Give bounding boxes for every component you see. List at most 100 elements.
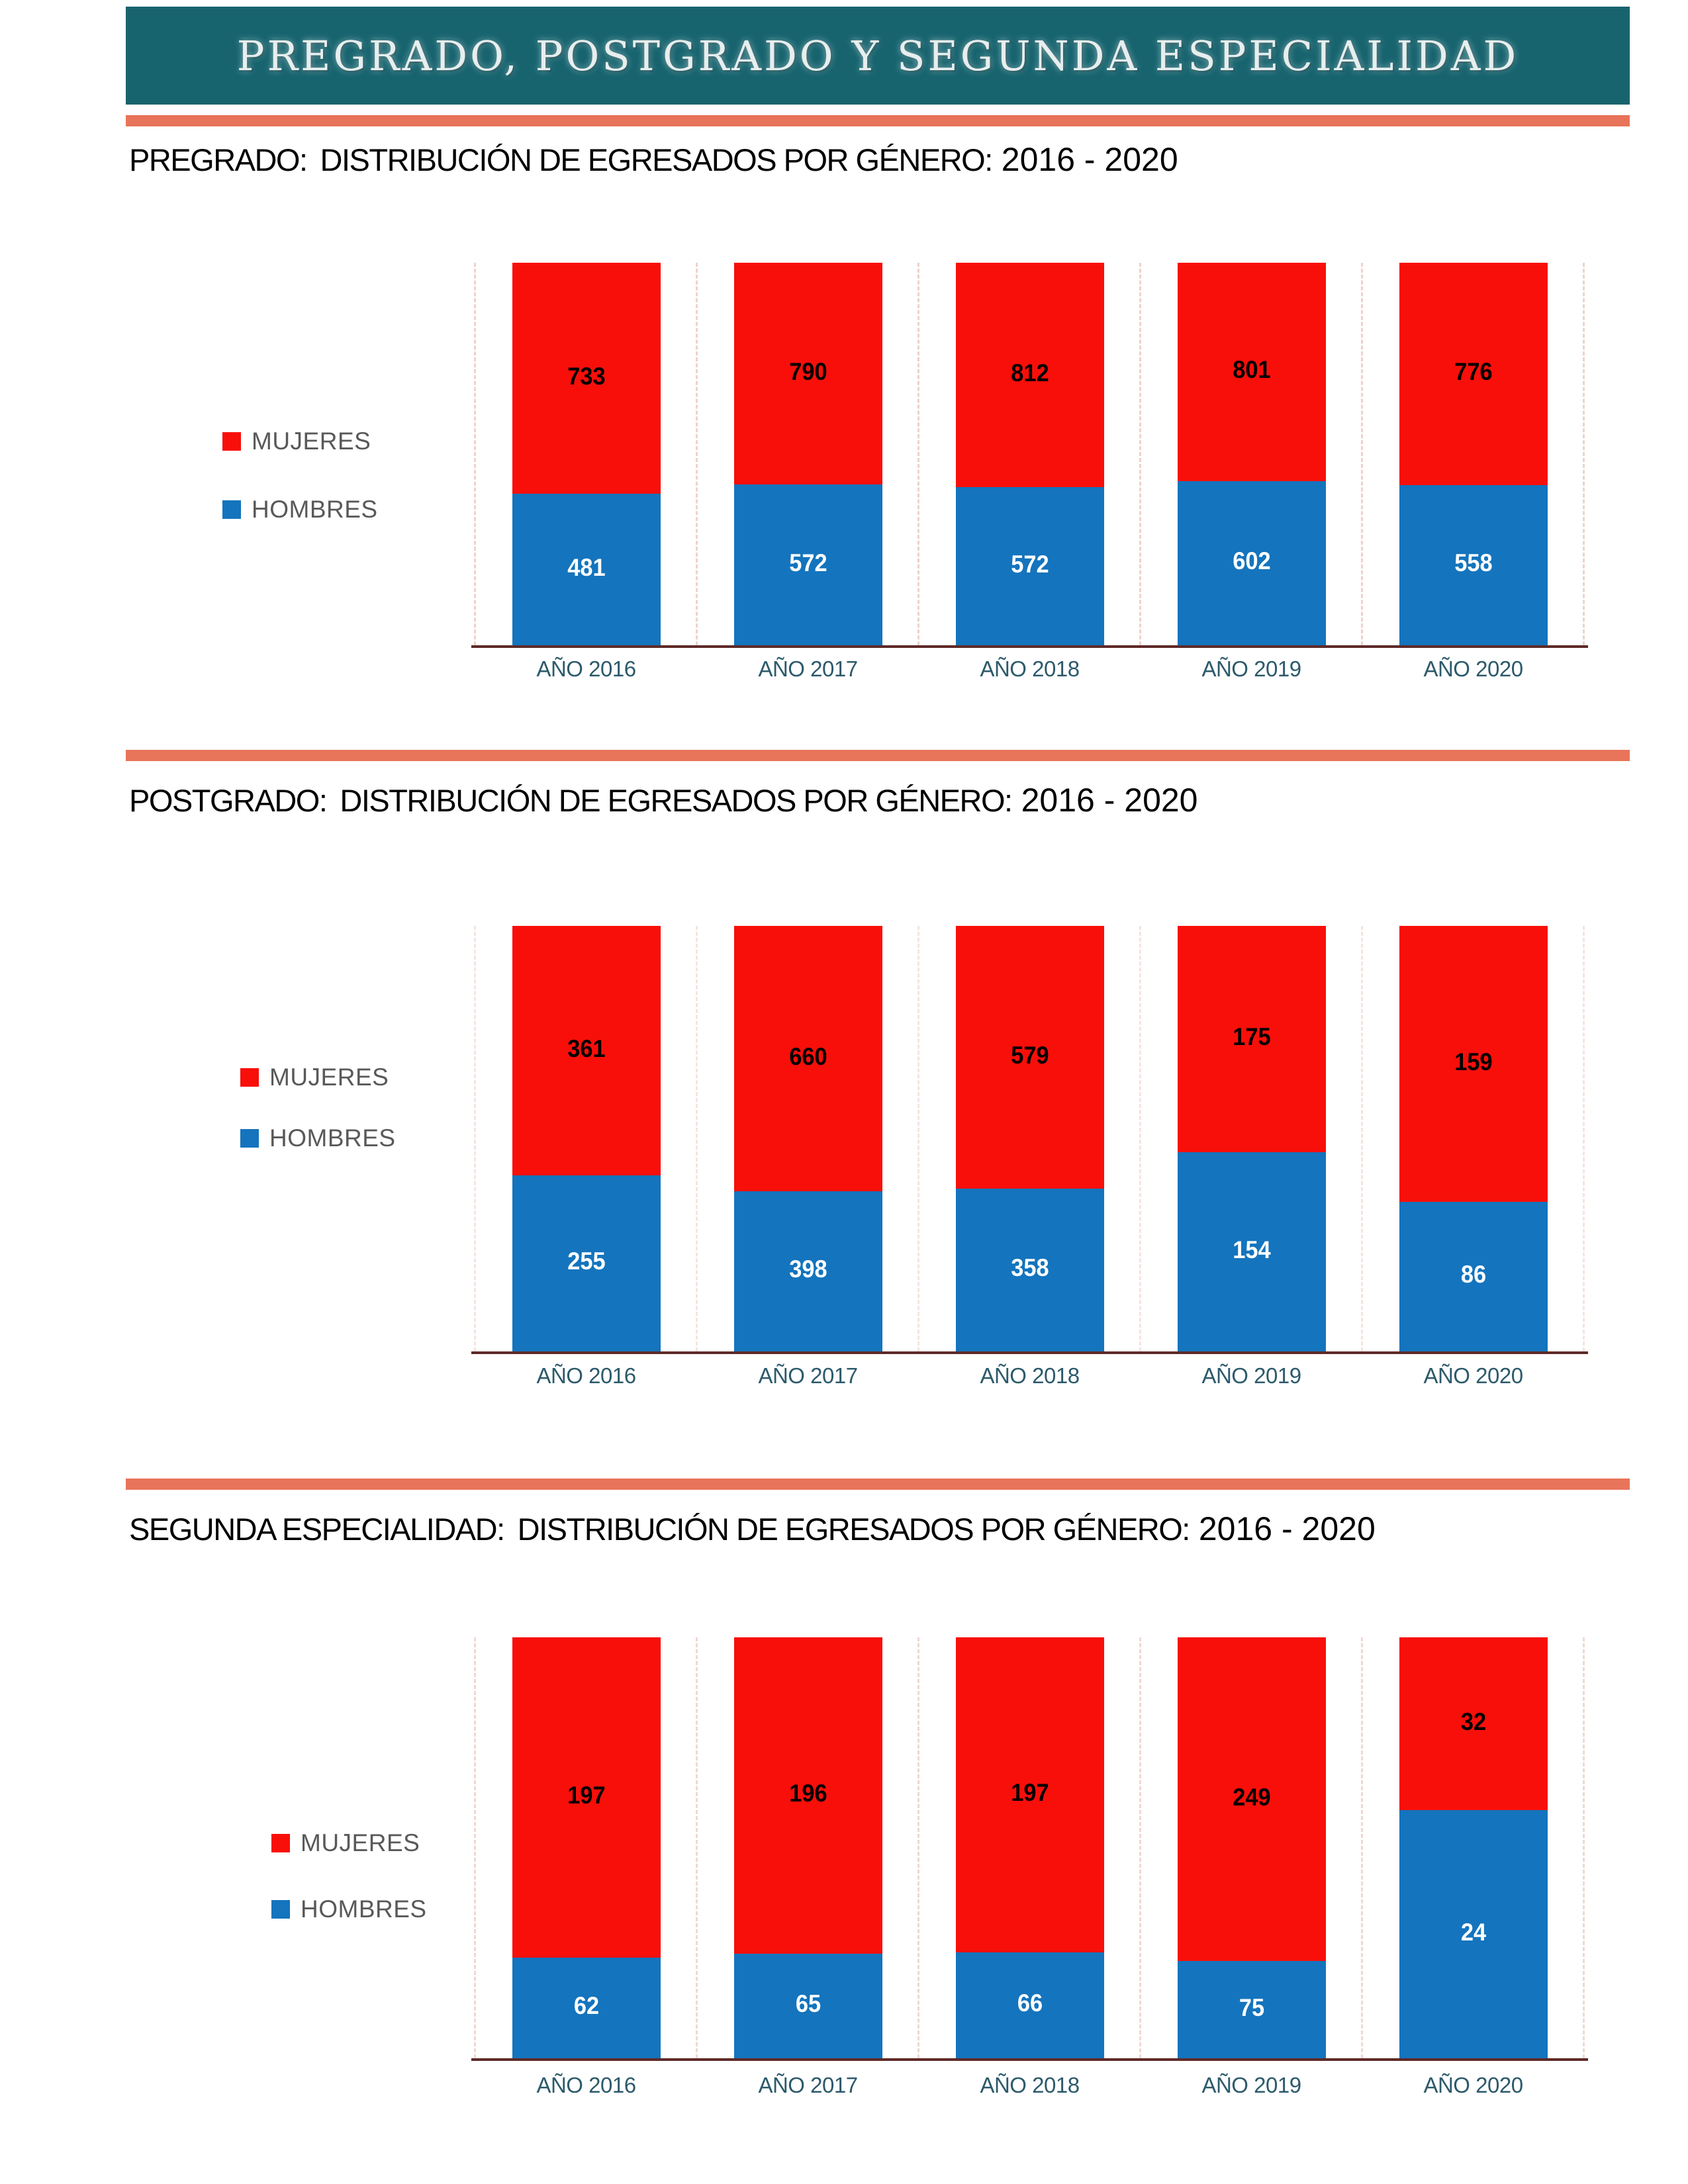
bar-value-label-hombres: 602 (1233, 547, 1271, 574)
column-guide-dashed-line (917, 1637, 919, 2058)
bar-value-label-mujeres: 801 (1233, 356, 1271, 383)
bar-segment-hombres (1399, 1202, 1548, 1351)
x-axis-label: AÑO 2016 (536, 657, 636, 681)
column-guide-dashed-line (696, 1637, 698, 2058)
bar-value-label-hombres: 86 (1460, 1261, 1487, 1288)
legend-item-hombres: HOMBRES (271, 1889, 427, 1929)
legend-label-hombres: HOMBRES (301, 1895, 427, 1923)
bar-segment-mujeres (956, 926, 1104, 1189)
bar-value-label-mujeres: 579 (1011, 1042, 1049, 1069)
section-title-prefix: SEGUNDA ESPECIALIDAD: (129, 1512, 505, 1547)
column-guide-dashed-line (917, 926, 919, 1351)
bar-segment-mujeres (1178, 263, 1326, 481)
bar-segment-hombres (956, 1952, 1104, 2058)
x-axis-label: AÑO 2016 (536, 1363, 636, 1388)
bar-value-label-mujeres: 733 (567, 363, 606, 390)
legend-item-mujeres: MUJERES (222, 422, 378, 461)
x-axis-line (471, 645, 1588, 648)
x-axis-line (471, 2058, 1588, 2061)
bar-segment-mujeres (1399, 263, 1548, 485)
bar-segment-mujeres (1178, 1637, 1326, 1961)
section-title-prefix: POSTGRADO: (129, 783, 328, 818)
section-title-years: 2016 - 2020 (1021, 782, 1198, 819)
bar-segment-hombres (512, 494, 661, 645)
bar-value-label-hombres: 24 (1460, 1919, 1487, 1946)
section-title-middle: DISTRIBUCIÓN DE EGRESADOS POR GÉNERO: (320, 142, 994, 177)
column-guide-dashed-line (917, 263, 919, 645)
column-guide-dashed-line (1139, 263, 1141, 645)
legend-pregrado: MUJERES HOMBRES (222, 422, 378, 529)
bar-segment-mujeres (1399, 1637, 1548, 1810)
legend-item-hombres: HOMBRES (222, 490, 378, 529)
column-guide-dashed-line (1139, 1637, 1141, 2058)
mujeres-color-swatch (271, 1834, 290, 1852)
bar-value-label-hombres: 75 (1239, 1994, 1265, 2021)
bar-value-label-mujeres: 175 (1233, 1023, 1271, 1050)
bar-segment-hombres (956, 487, 1104, 645)
bar-value-label-mujeres: 361 (567, 1035, 606, 1062)
column-guide-dashed-line (1361, 263, 1363, 645)
x-axis-label: AÑO 2018 (980, 657, 1080, 681)
separator-bar (126, 750, 1630, 761)
legend-label-mujeres: MUJERES (252, 428, 371, 455)
column-guide-dashed-line (696, 263, 698, 645)
hombres-color-swatch (222, 500, 241, 519)
legend-label-hombres: HOMBRES (269, 1124, 396, 1152)
bar-segment-hombres (734, 1191, 882, 1351)
mujeres-color-swatch (240, 1068, 259, 1087)
bar-value-label-hombres: 65 (795, 1990, 821, 2017)
bar-value-label-mujeres: 159 (1454, 1048, 1493, 1075)
legend-item-hombres: HOMBRES (240, 1118, 396, 1158)
x-axis-line (471, 1351, 1588, 1354)
bar-segment-hombres (956, 1189, 1104, 1351)
hombres-color-swatch (271, 1900, 290, 1919)
bar-segment-mujeres (734, 1637, 882, 1954)
bar-value-label-hombres: 398 (789, 1255, 827, 1283)
section-title-segunda-especialidad: SEGUNDA ESPECIALIDAD: DISTRIBUCIÓN DE EGR… (129, 1510, 1376, 1548)
x-axis-label: AÑO 2018 (980, 1363, 1080, 1388)
legend-segunda-especialidad: MUJERES HOMBRES (271, 1823, 427, 1929)
legend-postgrado: MUJERES HOMBRES (240, 1058, 396, 1158)
bar-segment-mujeres (512, 263, 661, 494)
bar-segment-hombres (512, 1958, 661, 2058)
bar-segment-hombres (1399, 485, 1548, 645)
page-banner: PREGRADO, POSTGRADO Y SEGUNDA ESPECIALID… (126, 7, 1630, 105)
page-banner-title: PREGRADO, POSTGRADO Y SEGUNDA ESPECIALID… (236, 31, 1519, 80)
legend-item-mujeres: MUJERES (271, 1823, 427, 1863)
section-title-middle: DISTRIBUCIÓN DE EGRESADOS POR GÉNERO: (517, 1512, 1191, 1547)
bar-value-label-mujeres: 776 (1454, 358, 1493, 385)
bar-segment-mujeres (734, 263, 882, 484)
column-guide-dashed-line (696, 926, 698, 1351)
bar-value-label-hombres: 255 (567, 1248, 606, 1275)
mujeres-color-swatch (222, 432, 241, 451)
bar-value-label-hombres: 358 (1011, 1254, 1049, 1281)
bar-segment-mujeres (512, 1637, 661, 1958)
bar-segment-mujeres (956, 1637, 1104, 1952)
legend-label-mujeres: MUJERES (269, 1064, 389, 1091)
section-title-prefix: PREGRADO: (129, 142, 308, 177)
section-title-postgrado: POSTGRADO: DISTRIBUCIÓN DE EGRESADOS POR … (129, 781, 1198, 819)
bar-value-label-mujeres: 660 (789, 1043, 827, 1070)
section-title-years: 2016 - 2020 (1198, 1510, 1376, 1547)
bar-segment-hombres (734, 484, 882, 645)
bar-segment-hombres (1178, 481, 1326, 645)
column-guide-dashed-line (1139, 926, 1141, 1351)
bar-segment-mujeres (1399, 926, 1548, 1202)
bar-value-label-hombres: 481 (567, 554, 606, 581)
column-guide-dashed-line (474, 926, 476, 1351)
x-axis-label: AÑO 2019 (1201, 657, 1301, 681)
hombres-color-swatch (240, 1129, 259, 1148)
column-guide-dashed-line (1583, 926, 1585, 1351)
bar-value-label-mujeres: 196 (789, 1780, 827, 1807)
bar-segment-mujeres (734, 926, 882, 1191)
x-axis-label: AÑO 2019 (1201, 2073, 1301, 2097)
x-axis-label: AÑO 2017 (758, 1363, 858, 1388)
bar-value-label-mujeres: 197 (567, 1782, 606, 1809)
legend-label-mujeres: MUJERES (301, 1829, 420, 1856)
bar-value-label-mujeres: 32 (1460, 1708, 1487, 1735)
bar-value-label-mujeres: 812 (1011, 359, 1049, 387)
bar-segment-hombres (1178, 1152, 1326, 1351)
separator-bar (126, 1479, 1630, 1490)
x-axis-label: AÑO 2019 (1201, 1363, 1301, 1388)
